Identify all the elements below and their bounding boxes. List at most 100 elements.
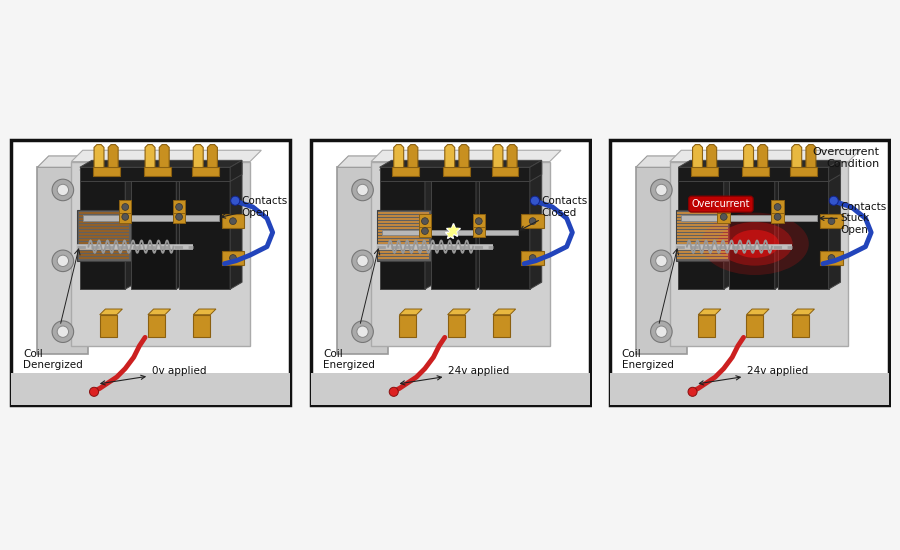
Circle shape	[651, 179, 672, 201]
Bar	[771, 200, 784, 213]
Polygon shape	[380, 163, 436, 170]
Polygon shape	[38, 156, 100, 167]
Bar	[93, 167, 120, 176]
Polygon shape	[371, 162, 550, 346]
Polygon shape	[176, 163, 188, 289]
Circle shape	[389, 387, 399, 397]
Circle shape	[651, 250, 672, 272]
Polygon shape	[679, 167, 829, 182]
Ellipse shape	[731, 230, 779, 258]
Polygon shape	[394, 145, 404, 170]
Bar	[717, 210, 730, 223]
Polygon shape	[829, 163, 841, 289]
Text: Contacts
Stuck
Open: Contacts Stuck Open	[820, 202, 886, 235]
Polygon shape	[670, 162, 849, 346]
Polygon shape	[459, 145, 469, 170]
Circle shape	[357, 255, 368, 267]
Bar	[472, 224, 485, 237]
Polygon shape	[479, 163, 542, 170]
Text: Overcurrent: Overcurrent	[691, 199, 751, 209]
Polygon shape	[430, 170, 476, 289]
Bar	[681, 216, 817, 221]
Bar	[12, 373, 290, 405]
Circle shape	[421, 228, 428, 234]
Polygon shape	[829, 160, 841, 182]
Polygon shape	[80, 163, 137, 170]
Polygon shape	[71, 150, 261, 162]
Circle shape	[656, 184, 667, 196]
Bar	[820, 251, 842, 265]
Polygon shape	[71, 162, 250, 346]
Polygon shape	[207, 145, 218, 170]
Polygon shape	[479, 170, 530, 289]
Circle shape	[828, 255, 835, 261]
Polygon shape	[179, 170, 230, 289]
Polygon shape	[159, 145, 169, 170]
Polygon shape	[792, 309, 814, 315]
Text: Coil
Energized: Coil Energized	[622, 349, 673, 370]
Circle shape	[58, 184, 68, 196]
Polygon shape	[706, 145, 716, 170]
Bar	[676, 210, 729, 261]
Circle shape	[421, 218, 428, 224]
Circle shape	[656, 255, 667, 267]
Bar	[392, 167, 419, 176]
Bar	[173, 210, 185, 223]
Ellipse shape	[701, 213, 809, 275]
Polygon shape	[806, 145, 816, 170]
Text: 24v applied: 24v applied	[699, 366, 808, 385]
Polygon shape	[380, 167, 530, 182]
Bar	[717, 200, 730, 213]
Polygon shape	[792, 145, 802, 170]
Circle shape	[176, 204, 183, 210]
Circle shape	[58, 326, 68, 337]
Polygon shape	[670, 150, 860, 162]
Polygon shape	[679, 170, 724, 289]
Polygon shape	[693, 145, 703, 170]
Bar	[119, 200, 131, 213]
Bar	[400, 315, 417, 337]
Polygon shape	[778, 163, 841, 170]
Circle shape	[122, 204, 129, 210]
Polygon shape	[698, 309, 721, 315]
Polygon shape	[679, 163, 735, 170]
Polygon shape	[408, 145, 418, 170]
Circle shape	[89, 387, 99, 397]
Circle shape	[475, 228, 482, 234]
Polygon shape	[635, 156, 698, 167]
Polygon shape	[746, 309, 769, 315]
Bar	[447, 315, 464, 337]
Bar	[698, 315, 716, 337]
Polygon shape	[508, 145, 518, 170]
Polygon shape	[194, 309, 216, 315]
Polygon shape	[125, 163, 137, 289]
Bar	[742, 167, 770, 176]
Polygon shape	[230, 160, 242, 182]
Bar	[173, 200, 185, 213]
Polygon shape	[80, 160, 242, 167]
Bar	[521, 251, 544, 265]
Bar	[771, 210, 784, 223]
Polygon shape	[425, 163, 436, 289]
Polygon shape	[476, 163, 488, 289]
Bar	[418, 224, 431, 237]
Text: Overcurrent
Condition: Overcurrent Condition	[813, 147, 879, 169]
Circle shape	[352, 250, 374, 272]
Text: Contacts
Closed: Contacts Closed	[520, 196, 588, 230]
Bar	[792, 315, 809, 337]
Circle shape	[475, 218, 482, 224]
Polygon shape	[530, 163, 542, 289]
Bar	[377, 210, 430, 261]
Circle shape	[651, 321, 672, 343]
Circle shape	[52, 250, 74, 272]
Bar	[83, 216, 219, 221]
Circle shape	[230, 255, 237, 261]
Bar	[77, 210, 130, 261]
Polygon shape	[371, 150, 561, 162]
Text: Coil
Energized: Coil Energized	[323, 349, 374, 370]
Polygon shape	[724, 163, 735, 289]
Circle shape	[529, 255, 536, 261]
Bar	[311, 373, 590, 405]
Polygon shape	[400, 309, 422, 315]
Polygon shape	[230, 163, 242, 289]
